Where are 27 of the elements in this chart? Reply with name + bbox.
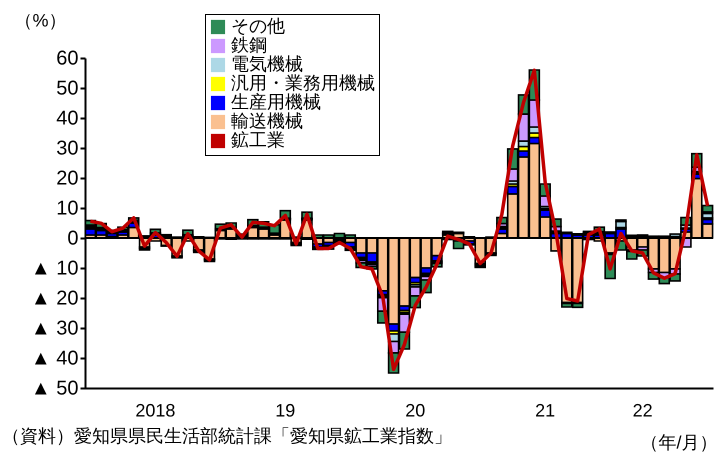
legend-label: 輸送機械 — [231, 111, 303, 131]
y-tick-label: ▲ 50 — [30, 378, 78, 400]
y-tick-label: 10 — [56, 198, 78, 220]
y-tick-label: ▲ 40 — [30, 348, 78, 370]
legend-label: 鉱工業 — [231, 130, 285, 150]
text: （資料）愛知県県民生活部統計課「愛知県鉱工業指数」 — [2, 426, 452, 446]
legend-label: 汎用・業務用機械 — [231, 73, 375, 93]
x-tick-label: 19 — [275, 400, 296, 420]
y-tick-label: ▲ 30 — [30, 318, 78, 340]
legend-label: 電気機械 — [231, 54, 303, 74]
y-tick-label: 40 — [56, 108, 78, 130]
x-tick-label: 20 — [405, 400, 426, 420]
y-tick-label: 50 — [56, 78, 78, 100]
y-tick-label: ▲ 10 — [30, 258, 78, 280]
y-axis-title: （%） — [14, 10, 67, 30]
y-tick-label: 0 — [67, 228, 78, 250]
legend-label: 鉄鋼 — [231, 35, 267, 55]
x-tick-label: 2018 — [135, 400, 176, 420]
y-tick-label: ▲ 20 — [30, 288, 78, 310]
x-tick-label: 21 — [535, 400, 556, 420]
y-tick-label: 30 — [56, 138, 78, 160]
y-tick-label: 20 — [56, 168, 78, 190]
legend-label: 生産用機械 — [231, 92, 321, 112]
y-tick-label: 60 — [56, 48, 78, 70]
legend-label: その他 — [231, 16, 285, 36]
x-axis-title: （年/月） — [640, 432, 718, 452]
x-tick-label: 22 — [632, 400, 653, 420]
